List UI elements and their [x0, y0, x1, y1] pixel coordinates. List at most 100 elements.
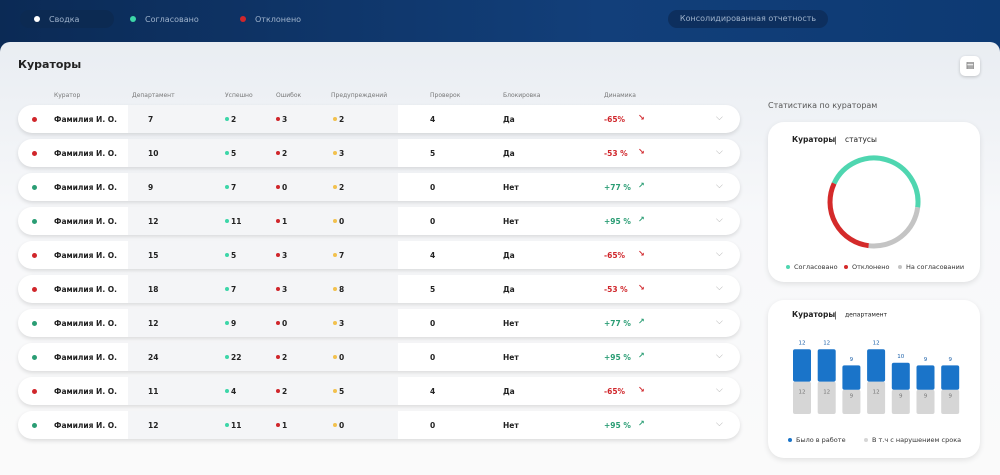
cell: 0 [430, 319, 436, 328]
cell-dot [276, 185, 280, 189]
cell: 0 [339, 217, 345, 226]
bar-value: 9 [924, 357, 928, 363]
cell-dot [225, 287, 229, 291]
cell: 2 [282, 387, 288, 396]
cell: Фамилия И. О. [54, 115, 118, 124]
cell: Да [503, 285, 515, 294]
column-header: Проверок [430, 92, 461, 99]
trend-arrow: ↘ [638, 113, 645, 122]
cell-dot [225, 355, 229, 359]
bar-segment [817, 381, 836, 414]
row-band [128, 241, 398, 269]
report-button[interactable]: Консолидированная отчетность [668, 10, 828, 28]
bar-value: 12 [799, 341, 806, 347]
row-band [128, 377, 398, 405]
trend-arrow: ↘ [638, 283, 645, 292]
chart-title: Кураторы [792, 135, 835, 144]
cell: 5 [231, 149, 237, 158]
bar-value: 9 [850, 393, 854, 399]
trend-arrow: ↘ [638, 249, 645, 258]
cell-dot [225, 117, 229, 121]
status-dot [32, 252, 37, 258]
expand-chevron[interactable]: ⌵ [716, 283, 723, 293]
bar-value: 12 [799, 389, 806, 395]
bar-segment [842, 365, 861, 390]
cell: Нет [503, 421, 519, 430]
donut-segment [827, 182, 870, 249]
trend-arrow: ↗ [638, 317, 645, 326]
expand-chevron[interactable]: ⌵ [716, 385, 723, 395]
expand-chevron[interactable]: ⌵ [716, 249, 723, 259]
cell: 3 [282, 251, 288, 260]
cell: 4 [231, 387, 237, 396]
cell: 5 [430, 149, 436, 158]
bar-segment [793, 381, 811, 414]
column-header: Департамент [132, 92, 175, 99]
cell-dot [276, 253, 280, 257]
calendar-button[interactable]: ▤ [960, 56, 980, 76]
bar-value: 12 [823, 389, 830, 395]
legend-dot [786, 265, 790, 269]
cell: 15 [148, 251, 159, 260]
table-row: Фамилия И. О. 11 4 2 5 4 Да -65% ↘ ⌵ [18, 377, 740, 405]
cell: 0 [339, 353, 345, 362]
status-dot [32, 422, 37, 428]
bar-segment [793, 349, 811, 382]
cell: 3 [339, 149, 345, 158]
bar-segment [891, 362, 910, 390]
column-header: Блокировка [503, 92, 541, 99]
cell: -53 % [604, 149, 628, 158]
row-band [128, 173, 398, 201]
cell-dot [333, 253, 337, 257]
expand-chevron[interactable]: ⌵ [716, 147, 723, 157]
cell: Нет [503, 353, 519, 362]
expand-chevron[interactable]: ⌵ [716, 181, 723, 191]
expand-chevron[interactable]: ⌵ [716, 351, 723, 361]
bar-value: 12 [873, 389, 880, 395]
expand-chevron[interactable]: ⌵ [716, 317, 723, 327]
cell: 0 [430, 217, 436, 226]
cell: 7 [339, 251, 345, 260]
tab[interactable]: Сводка [20, 10, 114, 28]
cell-dot [276, 151, 280, 155]
cell: 0 [430, 421, 436, 430]
row-band [128, 207, 398, 235]
cell-dot [276, 321, 280, 325]
cell-dot [276, 219, 280, 223]
cell: Фамилия И. О. [54, 319, 118, 328]
separator: | [834, 136, 837, 145]
table-title: Кураторы [18, 58, 82, 71]
cell: +77 % [604, 183, 631, 192]
tab[interactable]: Отклонено [226, 10, 330, 28]
status-dot [32, 354, 37, 360]
cell: 2 [231, 115, 237, 124]
cell-dot [333, 423, 337, 427]
cell: 5 [430, 285, 436, 294]
expand-chevron[interactable]: ⌵ [716, 419, 723, 429]
table-row: Фамилия И. О. 10 5 2 3 5 Да -53 % ↘ ⌵ [18, 139, 740, 167]
legend-dot [844, 265, 848, 269]
tab-dot [240, 16, 246, 22]
bar-segment [867, 381, 886, 414]
row-band [128, 309, 398, 337]
column-header: Куратор [54, 92, 81, 99]
tab[interactable]: Согласовано [116, 10, 230, 28]
chart-title: Кураторы [792, 310, 835, 319]
expand-chevron[interactable]: ⌵ [716, 113, 723, 123]
cell: 11 [231, 421, 242, 430]
cell: 8 [339, 285, 345, 294]
cell: 0 [339, 421, 345, 430]
bar-segment [916, 389, 935, 414]
row-band [128, 411, 398, 439]
bar-value: 12 [823, 341, 830, 347]
cell-dot [276, 423, 280, 427]
cell-dot [333, 321, 337, 325]
legend-label: Согласовано [794, 263, 838, 271]
cell: Да [503, 251, 515, 260]
cell: 11 [231, 217, 242, 226]
expand-chevron[interactable]: ⌵ [716, 215, 723, 225]
cell: Фамилия И. О. [54, 149, 118, 158]
trend-arrow: ↘ [638, 147, 645, 156]
legend-label: На согласовании [906, 263, 964, 271]
